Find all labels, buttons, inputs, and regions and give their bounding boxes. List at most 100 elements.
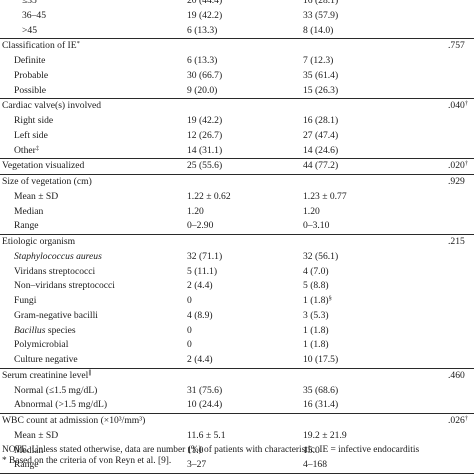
- cell-group-1: 32 (71.1): [187, 250, 223, 262]
- table-row: ≤35 20 (44.4) 16 (28.1): [0, 0, 474, 9]
- row-label: >45: [22, 24, 38, 36]
- row-label: Probable: [14, 69, 49, 81]
- cell-group-1: 10 (24.4): [187, 399, 223, 411]
- row-label: Normal (≤1.5 mg/dL): [14, 384, 98, 396]
- table-row: Right side 19 (42.2) 16 (28.1): [0, 114, 474, 129]
- row-label: Culture negative: [14, 354, 78, 365]
- cell-group-1: 0: [187, 339, 192, 351]
- table-row: Left side 12 (26.7) 27 (47.4): [0, 129, 474, 144]
- row-label: 36–45: [22, 9, 46, 21]
- table-row: Median 11.0 15.0: [0, 444, 474, 459]
- table-row: Possible 9 (20.0) 15 (26.3): [0, 84, 474, 100]
- cell-group-1: 1.22 ± 0.62: [187, 190, 231, 202]
- cell-group-2: 0–3.10: [303, 220, 330, 232]
- table-row: >45 6 (13.3) 8 (14.0): [0, 24, 474, 40]
- row-label: Bacillus species: [14, 324, 76, 336]
- cell-group-1: 19 (42.2): [187, 9, 223, 21]
- cell-group-2: 1 (1.8): [303, 324, 329, 336]
- cell-group-2: 35 (68.6): [303, 384, 339, 396]
- row-label: Mean ± SD: [14, 190, 59, 202]
- table-row: 36–45 19 (42.2) 33 (57.9): [0, 9, 474, 24]
- table-row: Viridans streptococci 5 (11.1) 4 (7.0): [0, 265, 474, 280]
- cell-group-1: 2 (4.4): [187, 280, 213, 292]
- row-label: Gram-negative bacilli: [14, 309, 98, 321]
- section-label: Etiologic organism: [2, 236, 76, 247]
- cell-group-1: 0: [187, 295, 192, 306]
- cell-group-1: 11.0: [187, 444, 204, 456]
- cell-group-1: 6 (13.3): [187, 55, 218, 66]
- cell-group-2: 8 (14.0): [303, 24, 334, 36]
- cell-group-1: 12 (26.7): [187, 129, 223, 141]
- p-value: .460: [448, 369, 465, 381]
- cell-group-1: 30 (66.7): [187, 69, 223, 81]
- cell-group-2: 33 (57.9): [303, 9, 339, 21]
- table-row: Median 1.20 1.20: [0, 205, 474, 220]
- cell-group-2: 16 (28.1): [303, 0, 339, 6]
- table-row: Non–viridans streptococci 2 (4.4) 5 (8.8): [0, 279, 474, 294]
- cell-group-1: 20 (44.4): [187, 0, 223, 6]
- table-row: Definite 6 (13.3) 7 (12.3): [0, 54, 474, 69]
- row-label: Other‡: [14, 144, 40, 156]
- table-row: Gram-negative bacilli 4 (8.9) 3 (5.3): [0, 309, 474, 324]
- row-label: Mean ± SD: [14, 429, 59, 441]
- cell-group-2: 10 (17.5): [303, 354, 339, 365]
- table-row: Other‡ 14 (31.1) 14 (24.6): [0, 144, 474, 160]
- cell-group-1: 4 (8.9): [187, 309, 213, 321]
- cell-group-2: 5 (8.8): [303, 280, 329, 292]
- section-label: Size of vegetation (cm): [2, 176, 92, 187]
- row-label: Median: [14, 444, 44, 456]
- p-value: .929: [448, 176, 465, 187]
- table-row: Polymicrobial 0 1 (1.8): [0, 338, 474, 353]
- cell-group-1: 9 (20.0): [187, 84, 218, 96]
- section-label: Classification of IE*: [2, 40, 80, 52]
- cell-group-2: 14 (24.6): [303, 144, 339, 156]
- cell-group-1: 2 (4.4): [187, 354, 213, 365]
- row-label: Definite: [14, 55, 46, 66]
- cell-group-2: 27 (47.4): [303, 129, 339, 141]
- cell-group-1: 14 (31.1): [187, 144, 223, 156]
- table-row: Fungi 0 1 (1.8)§: [0, 294, 474, 309]
- table-row: Mean ± SD 11.6 ± 5.1 19.2 ± 21.9: [0, 429, 474, 444]
- cell-group-1: 11.6 ± 5.1: [187, 429, 226, 441]
- row-label: Fungi: [14, 295, 37, 306]
- table-section-row: Cardiac valve(s) involved .040†: [0, 99, 474, 114]
- p-value: .026†: [448, 415, 469, 426]
- table-row: Culture negative 2 (4.4) 10 (17.5): [0, 353, 474, 369]
- table-section-row: Size of vegetation (cm) .929: [0, 175, 474, 190]
- table-row: Mean ± SD 1.22 ± 0.62 1.23 ± 0.77: [0, 190, 474, 205]
- cell-group-2: 7 (12.3): [303, 55, 334, 66]
- cell-group-1: 25 (55.6): [187, 160, 223, 172]
- table-notes: NOTE. Unless stated otherwise, data are …: [2, 445, 472, 467]
- section-label: WBC count at admission (×10³/mm³): [2, 415, 146, 426]
- cell-group-2: 35 (61.4): [303, 69, 339, 81]
- p-value: .215: [448, 236, 465, 247]
- p-value: .757: [448, 40, 465, 52]
- section-label: Vegetation visualized: [2, 160, 85, 172]
- table-section-row: Serum creatinine level∥ .460: [0, 369, 474, 384]
- cell-group-2: 19.2 ± 21.9: [303, 429, 347, 441]
- table-section-row: Etiologic organism .215: [0, 235, 474, 250]
- table-section-row: Vegetation visualized 25 (55.6) 44 (77.2).…: [0, 159, 474, 175]
- note-line-1: NOTE. Unless stated otherwise, data are …: [2, 445, 420, 455]
- note-line-2: * Based on the criteria of von Reyn et a…: [2, 456, 172, 466]
- row-label: Range: [14, 220, 39, 232]
- cell-group-2: 16 (31.4): [303, 399, 339, 411]
- cell-group-2: 4 (7.0): [303, 265, 329, 277]
- cell-group-2: 1 (1.8)§: [303, 295, 332, 306]
- cell-group-2: 3 (5.3): [303, 309, 329, 321]
- row-label: Left side: [14, 129, 48, 141]
- row-label: ≤35: [22, 0, 37, 6]
- section-label: Cardiac valve(s) involved: [2, 100, 102, 112]
- row-label: Polymicrobial: [14, 339, 69, 351]
- table-row: Normal (≤1.5 mg/dL) 31 (75.6) 35 (68.6): [0, 384, 474, 399]
- table-row: Bacillus species 0 1 (1.8): [0, 324, 474, 339]
- table-row: Probable 30 (66.7) 35 (61.4): [0, 69, 474, 84]
- row-label: Viridans streptococci: [14, 265, 96, 277]
- table-row: Staphylococcus aureus 32 (71.1) 32 (56.1): [0, 250, 474, 265]
- cell-group-2: 15 (26.3): [303, 84, 339, 96]
- cell-group-2: 16 (28.1): [303, 115, 339, 126]
- table-section-row: Classification of IE* .757: [0, 39, 474, 54]
- table-row: Range 0–2.90 0–3.10: [0, 219, 474, 235]
- cell-group-1: 6 (13.3): [187, 24, 218, 36]
